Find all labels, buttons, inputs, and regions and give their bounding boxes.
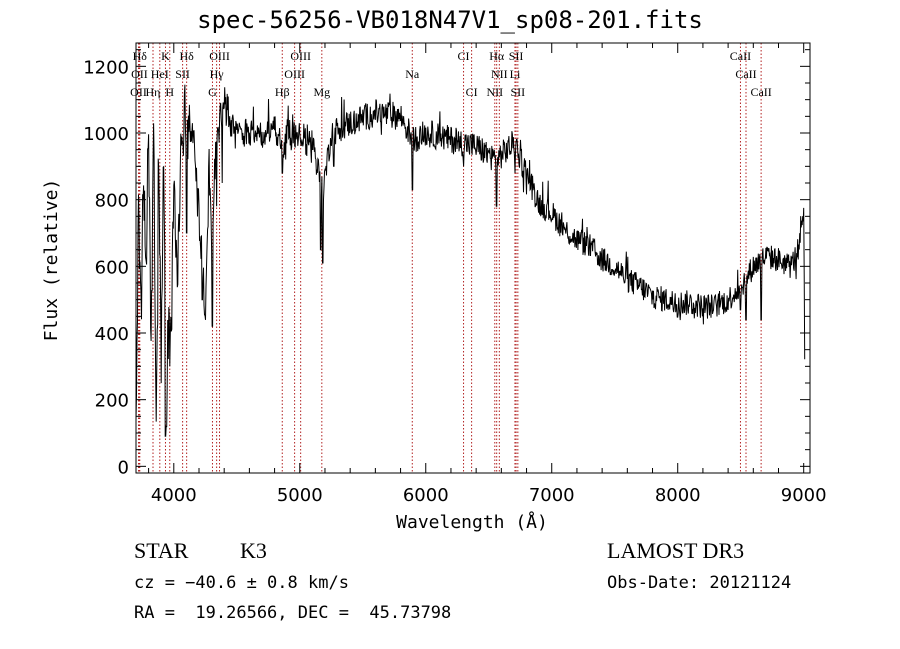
- object-subclass: K3: [240, 538, 267, 563]
- line-label: Hα: [489, 49, 505, 63]
- line-label: NII: [491, 67, 508, 81]
- y-tick-label: 600: [95, 257, 129, 278]
- line-label: Hδ: [179, 49, 194, 63]
- y-axis: 0 200 400 600 800 1000 1200: [83, 49, 810, 478]
- obs-date: Obs-Date: 20121124: [607, 573, 792, 593]
- line-label: OII: [131, 67, 148, 81]
- y-tick-label: 0: [118, 457, 129, 478]
- line-label: HeI: [151, 67, 169, 81]
- redshift-readout: cz = −40.6 ± 0.8 km/s: [134, 573, 349, 593]
- line-markers: [138, 43, 762, 473]
- x-tick-label: 9000: [781, 485, 827, 506]
- line-label: NII: [486, 85, 503, 99]
- plot-frame: [135, 42, 811, 474]
- y-tick-label: 400: [95, 324, 129, 345]
- y-tick-label: 1200: [83, 57, 129, 78]
- line-label: G: [208, 85, 217, 99]
- object-class: STAR: [134, 538, 189, 563]
- ra-dec-readout: RA = 19.26566, DEC = 45.73798: [134, 603, 452, 623]
- x-tick-label: 7000: [529, 485, 575, 506]
- spectrum-line: [135, 84, 806, 437]
- y-tick-label: 1000: [83, 124, 129, 145]
- x-tick-label: 5000: [277, 485, 323, 506]
- x-axis: 4000 5000 6000 7000 8000 9000: [148, 43, 827, 506]
- line-label: CI: [466, 85, 478, 99]
- line-label: CaII: [730, 49, 751, 63]
- chart-title: spec-56256-VB018N47V1_sp08-201.fits: [197, 6, 703, 34]
- line-label: SII: [509, 49, 524, 63]
- line-label: Na: [405, 67, 420, 81]
- line-label: OIII: [209, 49, 230, 63]
- line-label: Li: [510, 67, 521, 81]
- y-axis-label: Flux (relative): [41, 179, 62, 342]
- line-label: OIII: [284, 67, 305, 81]
- x-tick-label: 8000: [655, 485, 701, 506]
- line-label: Hδ: [133, 49, 148, 63]
- line-label: Hη: [146, 85, 161, 99]
- line-label: Hβ: [275, 85, 290, 99]
- line-label: CaII: [750, 85, 771, 99]
- line-label: OIII: [290, 49, 311, 63]
- survey-name: LAMOST DR3: [607, 538, 745, 563]
- line-label: H: [165, 85, 174, 99]
- line-label: Mg: [313, 85, 330, 99]
- line-label: Hγ: [210, 67, 225, 81]
- line-label: CI: [458, 49, 470, 63]
- line-label: CaII: [735, 67, 756, 81]
- y-tick-label: 800: [95, 191, 129, 212]
- line-label: SII: [511, 85, 526, 99]
- line-label: OII: [130, 85, 147, 99]
- x-axis-label: Wavelength (Å): [396, 511, 548, 533]
- line-label: K: [161, 49, 170, 63]
- y-tick-label: 200: [95, 391, 129, 412]
- line-label: SII: [175, 67, 190, 81]
- x-tick-label: 4000: [151, 485, 197, 506]
- x-tick-label: 6000: [403, 485, 449, 506]
